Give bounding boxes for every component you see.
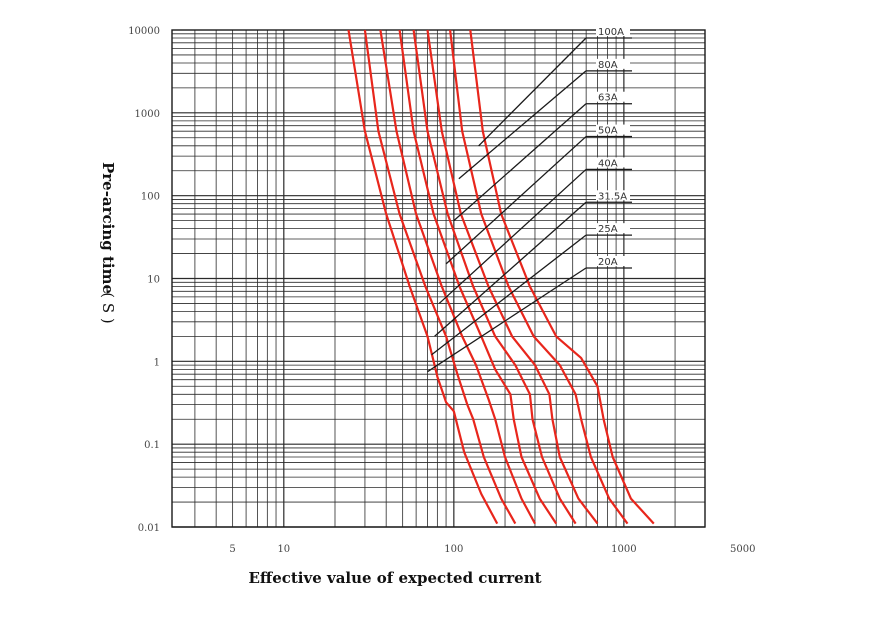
curve-50A: [412, 29, 577, 525]
y-axis-title: Pre-arcing time ( S ): [99, 162, 117, 324]
x-tick-labels: 5 10 100 1000 5000: [229, 544, 755, 555]
y-tick-label: 10: [147, 275, 160, 286]
series-label: 25A: [598, 224, 618, 235]
curve-100A: [469, 29, 655, 525]
grid: [172, 30, 706, 528]
x-tick-label: 100: [444, 544, 463, 555]
x-tick-label: 1000: [611, 544, 636, 555]
y-tick-label: 0.01: [138, 523, 160, 534]
leader-line: [438, 168, 587, 304]
leader-line: [445, 136, 587, 265]
leader-line: [427, 267, 587, 373]
y-tick-label: 10000: [128, 26, 160, 37]
y-tick-label: 1: [154, 357, 160, 368]
series-label: 20A: [598, 257, 618, 268]
label-backdrop: [596, 223, 630, 234]
y-tick-label: 1000: [135, 109, 160, 120]
leader-line: [458, 70, 587, 180]
y-tick-labels: 10000 1000 100 10 1 0.1 0.01: [128, 26, 160, 534]
label-backdrop: [596, 58, 630, 69]
curve-40A: [398, 29, 558, 525]
leader-line: [434, 201, 587, 337]
curve-31-5A: [379, 29, 536, 525]
curve-20A: [347, 29, 499, 525]
curve-80A: [449, 29, 629, 525]
curve-25A: [363, 29, 517, 525]
series-label: 31.5A: [598, 191, 627, 202]
series-label: 63A: [598, 93, 618, 104]
y-tick-label: 100: [141, 192, 160, 203]
x-axis-label: Effective value of expected current: [248, 569, 541, 587]
plot-frame: [171, 29, 706, 528]
label-backdrop: [596, 124, 630, 135]
label-backdrop: [596, 91, 630, 102]
leader-line: [453, 103, 587, 222]
y-tick-label: 0.1: [144, 440, 160, 451]
curve-63A: [426, 29, 599, 525]
label-backdrop: [596, 190, 630, 201]
label-leaders: 100A 80A 63A 50A 40A 31.5A 25A 20A: [427, 26, 632, 373]
series-label: 100A: [598, 27, 624, 38]
label-backdrop: [596, 157, 630, 168]
y-axis-unit: ( S ): [99, 292, 117, 324]
label-backdrop: [596, 256, 630, 266]
x-tick-label: 5000: [730, 544, 755, 555]
x-tick-label: 5: [229, 544, 235, 555]
y-axis-label: Pre-arcing time: [99, 162, 117, 294]
leader-line: [431, 234, 587, 356]
series-label: 50A: [598, 126, 618, 137]
x-tick-label: 10: [277, 544, 290, 555]
label-backdrop: [596, 26, 630, 36]
curves: [347, 29, 655, 525]
leader-line: [478, 37, 587, 147]
series-label: 40A: [598, 158, 618, 169]
series-label: 80A: [598, 60, 618, 71]
